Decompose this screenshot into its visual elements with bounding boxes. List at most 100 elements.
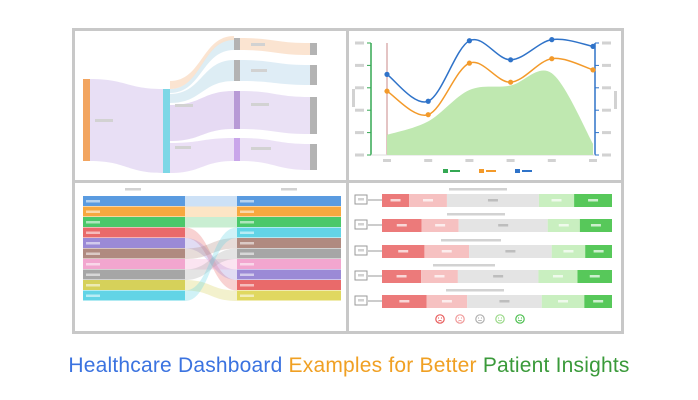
likert-segment-label bbox=[590, 224, 601, 227]
right-stack-label-6 bbox=[240, 263, 254, 266]
sankey-link-4 bbox=[170, 138, 234, 173]
caption-part-3: Patient Insights bbox=[482, 354, 630, 377]
sankey-node-5 bbox=[234, 138, 240, 161]
row-checkbox-label bbox=[358, 299, 364, 302]
likert-segment-label bbox=[398, 250, 409, 253]
right-column-title bbox=[281, 188, 297, 191]
likert-segment-label bbox=[558, 300, 569, 303]
sankey-panel bbox=[75, 31, 346, 180]
row-checkbox-label bbox=[358, 274, 364, 277]
flow-band-1 bbox=[185, 206, 237, 217]
likert-segment-label bbox=[435, 224, 446, 227]
right-stack-label-1 bbox=[240, 210, 254, 213]
flow-band-4 bbox=[185, 238, 237, 280]
right-stack-5 bbox=[237, 248, 341, 259]
sankey-node-4 bbox=[234, 91, 240, 129]
left-stack-label-3 bbox=[86, 231, 100, 234]
left-stack-3 bbox=[83, 227, 185, 238]
sankey-link-5 bbox=[240, 38, 310, 55]
sankey-link-0 bbox=[90, 79, 163, 173]
sankey-link-3 bbox=[170, 91, 234, 141]
sankey-node-1 bbox=[163, 89, 170, 173]
flow-band-0 bbox=[185, 196, 237, 207]
dashboard-grid bbox=[72, 28, 624, 334]
flow-chart bbox=[83, 188, 341, 301]
right-stack-7 bbox=[237, 269, 341, 280]
sankey-link-6 bbox=[240, 60, 310, 85]
very-happy-face-eye bbox=[517, 317, 520, 319]
series-point bbox=[590, 67, 596, 73]
right-stack-6 bbox=[237, 259, 341, 269]
left-tick-label bbox=[355, 41, 364, 45]
left-stack-label-5 bbox=[86, 252, 100, 255]
series-point bbox=[466, 38, 472, 44]
sankey-label-4 bbox=[251, 69, 267, 72]
left-stack-label-6 bbox=[86, 263, 100, 266]
sankey-label-6 bbox=[251, 147, 271, 150]
very-sad-face-eye bbox=[437, 317, 440, 319]
sankey-link-top bbox=[170, 36, 234, 89]
left-stack-label-2 bbox=[86, 221, 100, 224]
right-stack-label-0 bbox=[240, 200, 254, 203]
right-tick-label bbox=[602, 41, 611, 45]
left-stack-7 bbox=[83, 269, 185, 280]
sankey-node-6 bbox=[310, 43, 317, 55]
series-point bbox=[466, 60, 472, 66]
x-tick-label bbox=[424, 159, 433, 162]
happy-face-eye bbox=[497, 317, 500, 319]
sad-face-mouth bbox=[457, 320, 463, 322]
legend-swatch bbox=[443, 169, 448, 173]
right-stack-label-2 bbox=[240, 221, 254, 224]
right-stack-label-9 bbox=[240, 294, 254, 297]
happy-face-mouth bbox=[497, 319, 503, 322]
left-stack-label-1 bbox=[86, 210, 100, 213]
sankey-node-9 bbox=[310, 144, 317, 170]
likert-segment-label bbox=[593, 250, 604, 253]
left-tick-label bbox=[355, 86, 364, 90]
right-tick-label bbox=[602, 108, 611, 112]
left-stack-4 bbox=[83, 238, 185, 248]
right-stack-label-3 bbox=[240, 231, 254, 234]
sankey-node-7 bbox=[310, 65, 317, 85]
row-title-4 bbox=[446, 289, 504, 292]
series-point bbox=[549, 37, 555, 43]
left-stack-label-7 bbox=[86, 273, 100, 276]
likert-segment-label bbox=[396, 275, 407, 278]
likert-segment-label bbox=[593, 300, 604, 303]
right-stack-label-7 bbox=[240, 273, 254, 276]
line-chart bbox=[352, 37, 617, 173]
right-stack-4 bbox=[237, 238, 341, 248]
right-stack-8 bbox=[237, 280, 341, 290]
likert-segment-label bbox=[551, 199, 562, 202]
left-tick-label bbox=[355, 153, 364, 157]
likert-segment-label bbox=[499, 300, 510, 303]
flow-band-3 bbox=[185, 227, 237, 291]
x-tick-label bbox=[506, 159, 515, 162]
sankey-label-2 bbox=[175, 146, 191, 149]
very-sad-face-mouth bbox=[437, 320, 443, 322]
left-stack-8 bbox=[83, 280, 185, 290]
very-happy-face-eye bbox=[520, 317, 523, 319]
legend-label bbox=[450, 170, 460, 172]
sankey-node-8 bbox=[310, 97, 317, 134]
likert-segment-label bbox=[441, 250, 452, 253]
caption: Healthcare Dashboard Examples for Better… bbox=[0, 352, 698, 380]
right-stack-label-4 bbox=[240, 242, 254, 245]
series-point bbox=[508, 57, 514, 63]
series-point bbox=[384, 71, 390, 77]
sankey-link-2 bbox=[170, 60, 234, 103]
neutral-face-eye bbox=[480, 317, 483, 319]
left-stack-2 bbox=[83, 217, 185, 227]
likert-segment-label bbox=[563, 250, 574, 253]
caption-part-2: Examples for Better bbox=[288, 354, 477, 377]
left-stack-label-9 bbox=[86, 294, 100, 297]
likert-segment-label bbox=[399, 300, 410, 303]
sankey-node-0 bbox=[83, 79, 90, 161]
line-series-0 bbox=[386, 57, 594, 116]
very-sad-face-eye bbox=[440, 317, 443, 319]
right-tick-label bbox=[602, 63, 611, 67]
line-chart-panel bbox=[349, 31, 621, 180]
likert-segment-label bbox=[390, 199, 401, 202]
flow-band-2 bbox=[185, 217, 237, 228]
series-point bbox=[508, 79, 514, 85]
